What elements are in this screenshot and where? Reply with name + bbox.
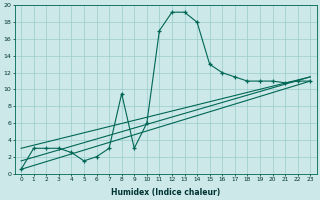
X-axis label: Humidex (Indice chaleur): Humidex (Indice chaleur) (111, 188, 220, 197)
